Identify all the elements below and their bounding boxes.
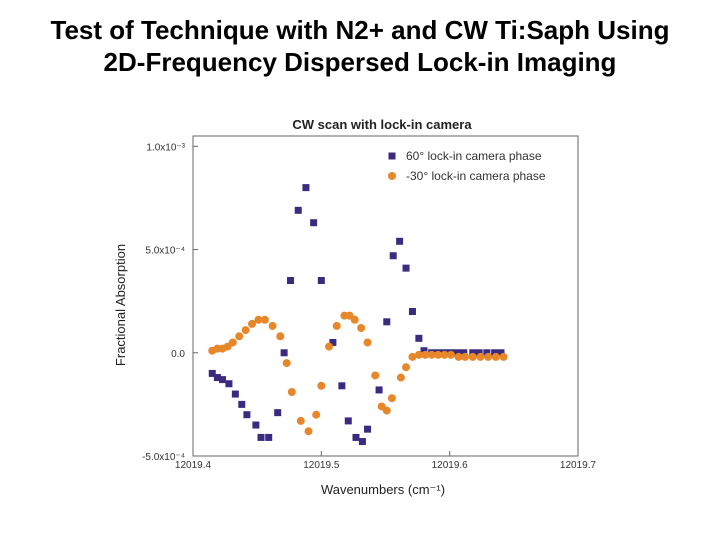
point-series-2-29 [396, 373, 405, 382]
point-series-2-17 [317, 381, 326, 390]
slide-title: Test of Technique with N2+ and CW Ti:Sap… [0, 14, 720, 78]
y-tick-label-1: 0.0 [171, 349, 185, 360]
point-series-2-14 [296, 416, 305, 425]
point-series-2-44 [499, 352, 508, 361]
point-series-2-36 [440, 350, 449, 359]
point-series-1-15 [310, 219, 318, 227]
point-series-1-8 [257, 433, 265, 441]
point-series-1-37 [469, 349, 477, 357]
point-series-2-18 [325, 342, 334, 351]
point-series-1-30 [420, 347, 428, 355]
legend-marker-1 [388, 152, 396, 160]
data-points [208, 184, 508, 446]
x-tick-label-1: 12019.5 [303, 460, 340, 471]
y-tick-label-3: 1.0x10⁻³ [146, 142, 185, 153]
point-series-1-2 [219, 376, 227, 384]
point-series-1-13 [294, 206, 302, 214]
point-series-1-25 [389, 252, 397, 260]
x-axis-label: Wavenumbers (cm⁻¹) [321, 482, 445, 497]
point-series-2-34 [427, 350, 436, 359]
point-series-1-27 [402, 264, 410, 272]
point-series-1-40 [491, 349, 499, 357]
point-series-1-18 [338, 382, 346, 390]
point-series-1-14 [302, 184, 310, 192]
legend: 60° lock-in camera phase -30° lock-in cam… [388, 149, 546, 183]
point-series-2-23 [357, 324, 366, 332]
plot-frame [192, 135, 579, 457]
point-series-2-28 [387, 394, 396, 403]
y-tick-label-0: -5.0x10⁻⁴ [142, 452, 185, 463]
point-series-1-17 [329, 338, 337, 346]
point-series-2-33 [421, 350, 430, 359]
legend-label-1: 60° lock-in camera phase [406, 149, 542, 163]
x-tick-label-2: 12019.6 [432, 460, 469, 471]
point-series-2-10 [268, 321, 277, 330]
point-series-1-6 [243, 411, 251, 419]
point-series-2-16 [312, 410, 321, 419]
point-series-1-26 [396, 237, 404, 245]
slide-title-line-2: 2D-Frequency Dispersed Lock-in Imaging [103, 47, 617, 77]
point-series-2-39 [461, 352, 470, 361]
point-series-1-1 [213, 374, 221, 382]
point-series-2-22 [350, 315, 359, 324]
point-series-1-28 [408, 307, 416, 315]
point-series-2-6 [241, 326, 250, 335]
point-series-2-38 [454, 352, 463, 361]
point-series-1-7 [252, 421, 260, 429]
point-series-2-13 [287, 388, 296, 396]
point-series-1-35 [453, 349, 461, 357]
axis-ticks: 12019.4 12019.5 12019.6 12019.7 -5.0x10⁻⁴ 0.0… [142, 142, 596, 471]
point-series-2-24 [363, 338, 372, 347]
point-series-1-0 [208, 369, 216, 377]
point-series-1-19 [344, 417, 352, 425]
point-series-2-35 [434, 350, 443, 359]
slide-title-line-1: Test of Technique with N2+ and CW Ti:Sap… [50, 15, 670, 45]
point-series-1-38 [475, 349, 483, 357]
point-series-2-25 [371, 371, 380, 380]
y-tick-label-2: 5.0x10⁻⁴ [145, 246, 185, 257]
point-series-1-20 [352, 433, 360, 441]
point-series-1-3 [225, 380, 233, 388]
point-series-1-22 [364, 425, 372, 433]
point-series-1-9 [265, 433, 273, 441]
point-series-2-8 [254, 315, 263, 324]
point-series-2-31 [408, 352, 417, 361]
point-series-1-10 [274, 409, 282, 417]
point-series-2-32 [414, 350, 423, 359]
x-tick-label-0: 12019.4 [175, 460, 212, 471]
x-tick-label-3: 12019.7 [560, 460, 597, 471]
point-series-1-11 [280, 349, 288, 357]
point-series-2-4 [228, 338, 237, 347]
point-series-1-41 [497, 349, 505, 357]
point-series-1-21 [358, 438, 366, 446]
y-axis-label: Fractional Absorption [113, 244, 128, 366]
point-series-1-24 [383, 318, 391, 326]
point-series-2-43 [491, 352, 500, 361]
point-series-1-16 [317, 277, 325, 285]
point-series-1-5 [238, 400, 246, 408]
point-series-2-9 [260, 315, 269, 324]
point-series-2-7 [248, 319, 257, 328]
point-series-2-5 [235, 332, 244, 341]
point-series-2-27 [382, 406, 391, 415]
point-series-1-29 [415, 334, 423, 342]
point-series-2-37 [446, 350, 455, 359]
point-series-1-23 [375, 386, 383, 394]
point-series-2-19 [332, 321, 341, 330]
point-series-2-40 [468, 352, 477, 361]
legend-label-2: -30° lock-in camera phase [406, 169, 546, 183]
point-series-2-15 [304, 427, 313, 436]
chart-title: CW scan with lock-in camera [292, 117, 472, 132]
point-series-2-41 [476, 352, 485, 361]
point-series-1-12 [287, 277, 295, 285]
point-series-2-12 [282, 359, 291, 368]
point-series-2-42 [484, 352, 493, 361]
point-series-1-4 [231, 390, 239, 398]
point-series-1-36 [460, 349, 468, 357]
point-series-2-30 [402, 363, 411, 372]
point-series-1-39 [483, 349, 491, 357]
point-series-2-11 [276, 332, 285, 341]
legend-marker-2 [388, 172, 396, 180]
